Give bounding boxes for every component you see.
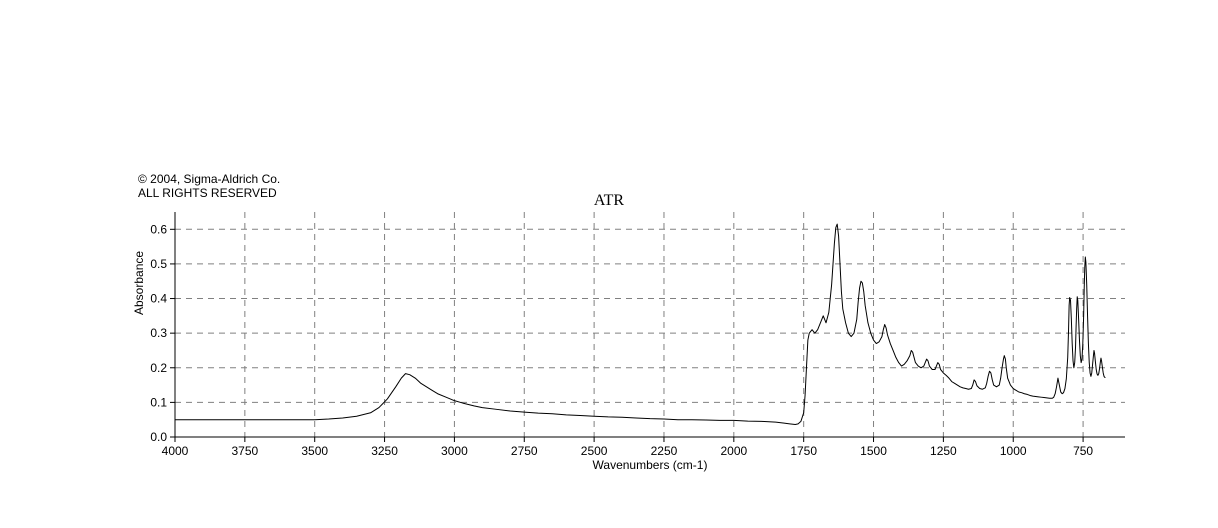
svg-text:0.0: 0.0 <box>150 430 167 444</box>
spectrum-plot: 0.00.10.20.30.40.50.64000375035003250300… <box>175 210 1125 470</box>
copyright-line1: © 2004, Sigma-Aldrich Co. <box>138 172 280 186</box>
svg-text:2000: 2000 <box>720 444 747 458</box>
svg-text:0.2: 0.2 <box>150 361 167 375</box>
svg-text:0.5: 0.5 <box>150 257 167 271</box>
svg-text:0.1: 0.1 <box>150 395 167 409</box>
svg-text:750: 750 <box>1073 444 1093 458</box>
svg-text:3000: 3000 <box>441 444 468 458</box>
svg-text:1750: 1750 <box>790 444 817 458</box>
svg-text:0.6: 0.6 <box>150 222 167 236</box>
svg-text:1000: 1000 <box>1000 444 1027 458</box>
svg-text:3500: 3500 <box>301 444 328 458</box>
svg-text:2500: 2500 <box>581 444 608 458</box>
x-axis-label: Wavenumbers (cm-1) <box>175 458 1125 472</box>
svg-text:3750: 3750 <box>232 444 259 458</box>
plot-svg: 0.00.10.20.30.40.50.64000375035003250300… <box>175 210 1125 470</box>
svg-text:4000: 4000 <box>162 444 189 458</box>
svg-text:0.3: 0.3 <box>150 326 167 340</box>
svg-text:1500: 1500 <box>860 444 887 458</box>
svg-text:2250: 2250 <box>651 444 678 458</box>
svg-text:2750: 2750 <box>511 444 538 458</box>
y-axis-label: Absorbance <box>132 251 146 315</box>
chart-title: ATR <box>0 192 1218 210</box>
svg-text:3250: 3250 <box>371 444 398 458</box>
svg-text:0.4: 0.4 <box>150 292 167 306</box>
svg-text:1250: 1250 <box>930 444 957 458</box>
